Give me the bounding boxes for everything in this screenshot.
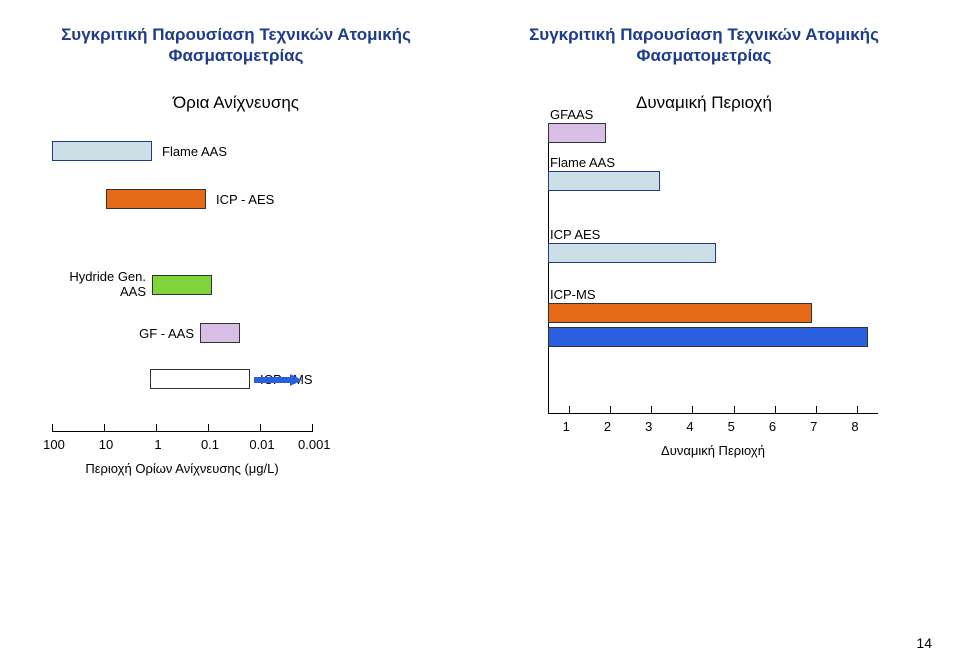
right-tick-6 [816, 406, 817, 414]
left-panel: Συγκριτική Παρουσίαση Τεχνικών Ατομικής … [26, 24, 446, 574]
right-bar-label-0: GFAAS [550, 107, 593, 122]
right-title: Συγκριτική Παρουσίαση Τεχνικών Ατομικής … [488, 24, 920, 67]
left-tick-2 [156, 424, 157, 432]
page: Συγκριτική Παρουσίαση Τεχνικών Ατομικής … [0, 0, 960, 663]
right-tick-2 [651, 406, 652, 414]
left-tick-5 [312, 424, 313, 432]
left-tick-0 [52, 424, 53, 432]
right-chart: GFAASFlame AASICP AESICP-MS 12345678 Δυν… [488, 123, 920, 483]
right-vertical-axis [548, 123, 549, 413]
right-bar-3-seg-0 [548, 303, 812, 323]
right-bar-1 [548, 171, 660, 191]
arrow-icon [254, 377, 292, 383]
right-tick-label-0: 1 [563, 419, 570, 434]
right-tick-label-2: 3 [645, 419, 652, 434]
right-bar-label-3: ICP-MS [550, 287, 596, 302]
left-bar-label-1: ICP - AES [216, 192, 274, 207]
right-tick-0 [569, 406, 570, 414]
right-tick-label-5: 6 [769, 419, 776, 434]
right-tick-5 [775, 406, 776, 414]
left-axis-caption: Περιοχή Ορίων Ανίχνευσης (μg/L) [26, 461, 338, 476]
right-bar-2 [548, 243, 716, 263]
left-chart: Flame AAS ICP - AES Hydride Gen. AAS GF - A… [26, 141, 446, 481]
left-tick-label-0: 100 [38, 437, 70, 452]
right-title-line1: Συγκριτική Παρουσίαση Τεχνικών Ατομικής [529, 25, 879, 44]
right-bar-0 [548, 123, 606, 143]
right-tick-label-7: 8 [851, 419, 858, 434]
right-tick-label-1: 2 [604, 419, 611, 434]
right-tick-4 [734, 406, 735, 414]
left-tick-label-4: 0.01 [246, 437, 278, 452]
left-subtitle: Όρια Ανίχνευσης [26, 93, 446, 113]
left-title-line2: Φασματομετρίας [169, 46, 304, 65]
left-tick-3 [208, 424, 209, 432]
left-tick-label-3: 0.1 [194, 437, 226, 452]
left-bar-0 [52, 141, 152, 161]
left-tick-1 [104, 424, 105, 432]
right-axis-line [548, 413, 878, 414]
right-tick-3 [692, 406, 693, 414]
right-tick-label-4: 5 [728, 419, 735, 434]
left-tick-label-1: 10 [90, 437, 122, 452]
left-tick-label-5: 0.001 [298, 437, 330, 452]
left-bar-3 [200, 323, 240, 343]
page-number: 14 [916, 635, 932, 651]
right-tick-1 [610, 406, 611, 414]
right-bar-3-seg-1 [548, 327, 868, 347]
arrowhead-icon [290, 374, 302, 386]
left-tick-label-2: 1 [142, 437, 174, 452]
right-bar-label-2: ICP AES [550, 227, 600, 242]
left-bar-4 [150, 369, 250, 389]
right-axis-caption: Δυναμική Περιοχή [548, 443, 878, 458]
right-title-line2: Φασματομετρίας [637, 46, 772, 65]
left-title: Συγκριτική Παρουσίαση Τεχνικών Ατομικής … [26, 24, 446, 67]
right-panel: Συγκριτική Παρουσίαση Τεχνικών Ατομικής … [488, 24, 920, 574]
right-tick-label-3: 4 [686, 419, 693, 434]
right-bar-label-1: Flame AAS [550, 155, 615, 170]
left-axis-line [52, 431, 312, 432]
left-tick-4 [260, 424, 261, 432]
right-tick-7 [857, 406, 858, 414]
left-bar-1 [106, 189, 206, 209]
left-title-line1: Συγκριτική Παρουσίαση Τεχνικών Ατομικής [61, 25, 411, 44]
left-bar-label-2: Hydride Gen. AAS [69, 269, 146, 299]
right-tick-label-6: 7 [810, 419, 817, 434]
left-bar-label-3: GF - AAS [139, 326, 194, 341]
left-bar-label-0: Flame AAS [162, 144, 227, 159]
left-bar-2 [152, 275, 212, 295]
